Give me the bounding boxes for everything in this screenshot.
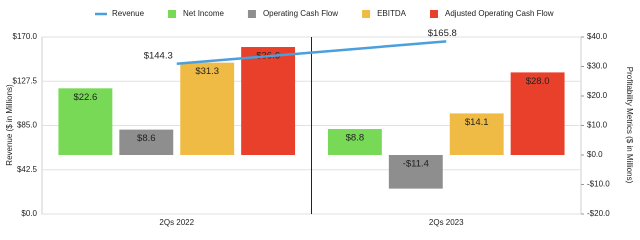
bar <box>180 62 235 155</box>
bar <box>449 113 504 155</box>
legend-label: Net Income <box>183 9 224 18</box>
y2-tick-label: $20.0 <box>587 91 608 100</box>
bar <box>241 47 296 155</box>
value-label: $28.0 <box>526 76 550 87</box>
y-tick-label: $0.0 <box>21 209 37 218</box>
value-label: $8.8 <box>346 133 365 144</box>
value-label: $144.3 <box>144 50 173 61</box>
bar <box>510 72 565 155</box>
line <box>176 40 447 66</box>
legend: Revenue Net Income Operating Cash Flow EBIT… <box>95 9 554 18</box>
y-tick-label: $42.5 <box>17 165 38 174</box>
value-label: -$11.4 <box>403 159 429 170</box>
y2-axis-title: Profitability Metrics ($ in Millions) <box>625 67 634 184</box>
value-label: $31.3 <box>195 66 219 77</box>
bar <box>119 129 174 155</box>
y-tick-label: $85.0 <box>17 121 38 130</box>
bar <box>388 155 443 189</box>
value-label: $22.6 <box>73 92 97 103</box>
legend-swatch <box>168 10 177 18</box>
x-tick-label: 2Qs 2023 <box>429 218 464 227</box>
value-label: $165.8 <box>428 28 457 39</box>
legend-label: Revenue <box>112 9 145 18</box>
y2-tick-label: $10.0 <box>587 121 608 130</box>
legend-swatch <box>430 10 438 18</box>
value-label: $14.1 <box>465 117 489 128</box>
bar <box>327 129 382 155</box>
y-axis-title: Revenue ($ in Millions) <box>5 84 14 166</box>
y-tick-label: $127.5 <box>13 76 38 85</box>
y2-tick-label: -$10.0 <box>587 180 610 189</box>
y-tick-label: $170.0 <box>13 32 38 41</box>
bar <box>58 88 113 155</box>
y2-tick-label: $40.0 <box>587 32 608 41</box>
y2-tick-label: -$20.0 <box>587 209 610 218</box>
x-tick-label: 2Qs 2022 <box>159 218 194 227</box>
y2-tick-label: $0.0 <box>587 150 603 159</box>
legend-label: Adjusted Operating Cash Flow <box>445 9 554 18</box>
legend-label: EBITDA <box>377 9 407 18</box>
legend-label: Operating Cash Flow <box>263 9 338 18</box>
y2-tick-label: $30.0 <box>587 62 608 71</box>
legend-swatch <box>362 10 371 18</box>
value-label: $8.6 <box>137 133 156 144</box>
legend-swatch <box>247 10 256 18</box>
